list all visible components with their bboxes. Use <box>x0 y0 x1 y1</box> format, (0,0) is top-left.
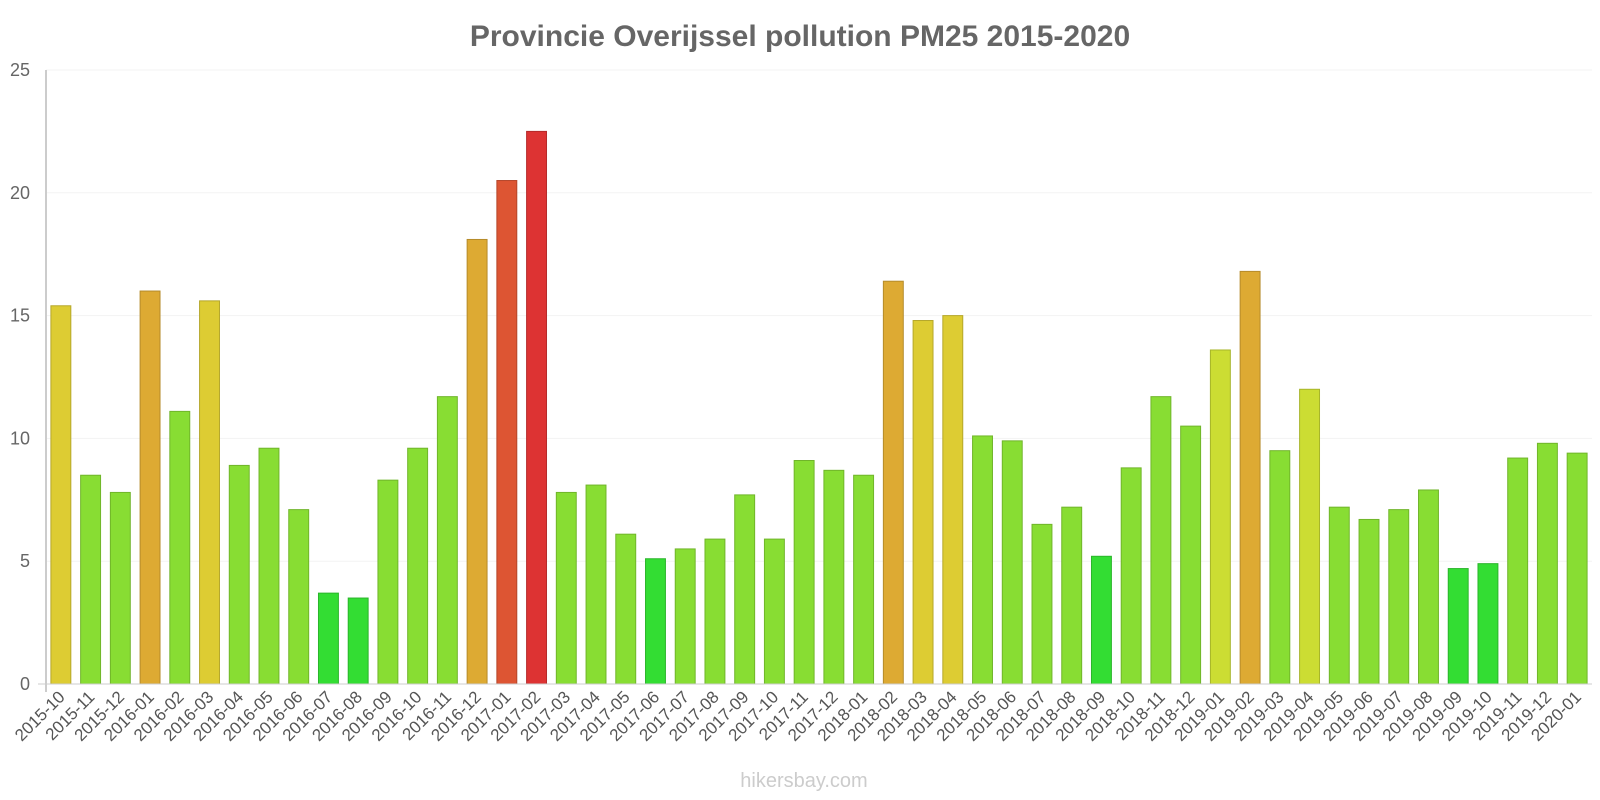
bar-2019-07 <box>1388 509 1410 685</box>
bar-2018-06 <box>1001 440 1023 685</box>
bar-2018-05 <box>972 435 993 685</box>
bars <box>50 130 1588 685</box>
bar-2019-02 <box>1239 270 1261 685</box>
bar-2016-06 <box>288 509 310 685</box>
y-tick-label: 10 <box>10 428 30 448</box>
bar-2019-10 <box>1477 563 1499 685</box>
bar-2020-01 <box>1566 452 1588 685</box>
bar-2017-03 <box>555 491 577 685</box>
y-tick-label: 20 <box>10 183 30 203</box>
y-tick-label: 15 <box>10 306 30 326</box>
bar-2017-11 <box>793 460 815 685</box>
bar-2018-11 <box>1150 396 1172 685</box>
bar-2018-01 <box>853 474 875 685</box>
y-tick-label: 5 <box>20 551 30 571</box>
bar-2016-02 <box>169 410 191 685</box>
bar-2018-12 <box>1180 425 1202 685</box>
bar-2016-05 <box>258 447 280 685</box>
bar-2017-10 <box>763 538 785 685</box>
bar-2018-08 <box>1061 506 1083 685</box>
bar-2018-02 <box>882 280 904 685</box>
y-tick-label: 0 <box>20 674 30 694</box>
bar-2018-03 <box>912 320 934 685</box>
bar-2017-09 <box>734 494 756 685</box>
bar-2015-10 <box>50 305 72 685</box>
bar-2019-05 <box>1328 506 1350 685</box>
bar-2017-04 <box>585 484 607 685</box>
y-axis-ticks: 0 5 10 15 20 25 <box>10 60 30 694</box>
bar-2019-01 <box>1209 349 1231 685</box>
bar-2019-11 <box>1507 457 1529 685</box>
bar-2019-12 <box>1536 442 1558 685</box>
bar-2016-12 <box>466 238 488 685</box>
bar-2019-08 <box>1418 489 1439 685</box>
bar-2016-04 <box>228 464 250 685</box>
bar-2017-01 <box>496 180 518 685</box>
bar-2017-06 <box>645 558 666 685</box>
bar-2017-07 <box>674 548 696 685</box>
bar-2019-04 <box>1299 388 1321 685</box>
credit-text: hikersbay.com <box>740 770 867 792</box>
bar-2016-09 <box>377 479 399 685</box>
bar-2015-11 <box>80 474 102 685</box>
bar-2018-04 <box>942 315 964 685</box>
y-tick-label: 25 <box>10 60 30 80</box>
chart-title: Provincie Overijssel pollution PM25 2015… <box>470 20 1130 53</box>
bar-2017-12 <box>823 469 845 685</box>
bar-2017-08 <box>704 538 726 685</box>
bar-2016-11 <box>436 396 458 685</box>
bar-2016-08 <box>347 597 369 685</box>
bar-2016-10 <box>407 447 429 685</box>
bar-2016-07 <box>317 592 339 685</box>
bar-2017-05 <box>615 533 637 685</box>
bar-2019-09 <box>1447 568 1469 685</box>
bar-2019-06 <box>1358 518 1380 685</box>
bar-2015-12 <box>109 491 131 685</box>
bar-2016-01 <box>139 290 161 685</box>
bar-2016-03 <box>199 300 220 685</box>
bar-2017-02 <box>526 130 548 685</box>
bar-2018-09 <box>1090 555 1112 685</box>
x-axis-ticks: 2015-102015-112015-122016-012016-022016-… <box>11 687 1585 745</box>
bar-2019-03 <box>1269 450 1291 685</box>
bar-2018-10 <box>1120 467 1142 685</box>
bar-2018-07 <box>1031 523 1053 685</box>
